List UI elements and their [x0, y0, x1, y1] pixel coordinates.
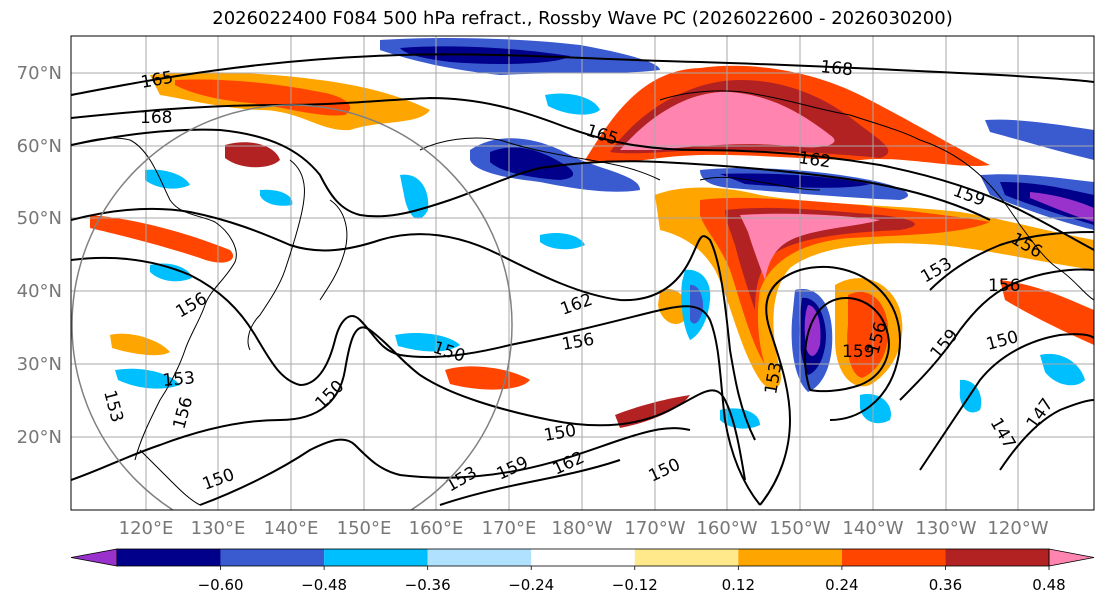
colorbar-segment — [324, 549, 428, 566]
colorbar-tick-label: 0.24 — [825, 576, 858, 594]
colorbar-tick-label: −0.60 — [198, 576, 244, 594]
colorbar-tick-label: 0.36 — [929, 576, 962, 594]
lon-label: 130°E — [191, 518, 246, 539]
colorbar-segment — [220, 549, 325, 566]
lat-label: 60°N — [17, 136, 62, 157]
coastlines — [71, 90, 1094, 506]
longitude-axis: 120°E 130°E 140°E 150°E 160°E 170°E 180°… — [119, 518, 1049, 539]
lon-label: 160°E — [409, 518, 464, 539]
colorbar-segment — [841, 549, 946, 566]
lat-label: 70°N — [17, 63, 62, 84]
plot-frame — [70, 35, 1095, 511]
colorbar-extend-min — [70, 548, 118, 567]
colorbar-tick-label: 0.12 — [722, 576, 755, 594]
colorbar-segment — [738, 549, 842, 566]
lat-label: 20°N — [17, 427, 62, 448]
lon-label: 170°E — [482, 518, 537, 539]
lon-label: 140°W — [842, 518, 903, 539]
lon-label: 180°W — [551, 518, 612, 539]
colorbar-outline — [116, 548, 1050, 567]
lat-label: 30°N — [17, 354, 62, 375]
contour-label: 153 — [162, 368, 196, 391]
lon-label: 150°E — [337, 518, 392, 539]
latitude-axis: 70°N 60°N 50°N 40°N 30°N 20°N — [17, 63, 62, 448]
map-plot-area: 168 165 168 165 162 159 156 153 156 156 … — [71, 36, 1094, 510]
contour-label: 159 — [842, 342, 874, 362]
colorbar-tick-label: 0.48 — [1032, 576, 1065, 594]
map-title: 2026022400 F084 500 hPa refract., Rossby… — [212, 8, 953, 29]
lon-label: 160°W — [696, 518, 757, 539]
colorbar-segment — [634, 549, 739, 566]
colorbar-tick-label: −0.36 — [405, 576, 451, 594]
colorbar-segment — [427, 549, 532, 566]
colorbar-tick-label: −0.24 — [508, 576, 554, 594]
contour-label: 168 — [819, 57, 853, 80]
colorbar: −0.60 −0.48 −0.36 −0.24 −0.12 0.12 0.24 0.36 0.4… — [70, 548, 1095, 594]
lat-label: 40°N — [17, 281, 62, 302]
lon-label: 120°W — [987, 518, 1048, 539]
lon-label: 150°W — [769, 518, 830, 539]
region-circle — [71, 104, 513, 510]
height-contours — [71, 53, 1094, 506]
contour-label: 168 — [140, 108, 172, 128]
colorbar-tick-label: −0.48 — [301, 576, 347, 594]
colorbar-segment — [117, 549, 221, 566]
contour-label: 162 — [797, 148, 832, 172]
contour-label: 156 — [988, 276, 1020, 296]
lon-label: 120°E — [119, 518, 174, 539]
colorbar-segment — [531, 549, 635, 566]
lon-label: 140°E — [264, 518, 319, 539]
lon-label: 170°W — [624, 518, 685, 539]
colorbar-tick-label: −0.12 — [612, 576, 658, 594]
lat-label: 50°N — [17, 208, 62, 229]
lon-label: 130°W — [915, 518, 976, 539]
colorbar-extend-max — [1048, 548, 1095, 567]
colorbar-segment — [945, 549, 1049, 566]
